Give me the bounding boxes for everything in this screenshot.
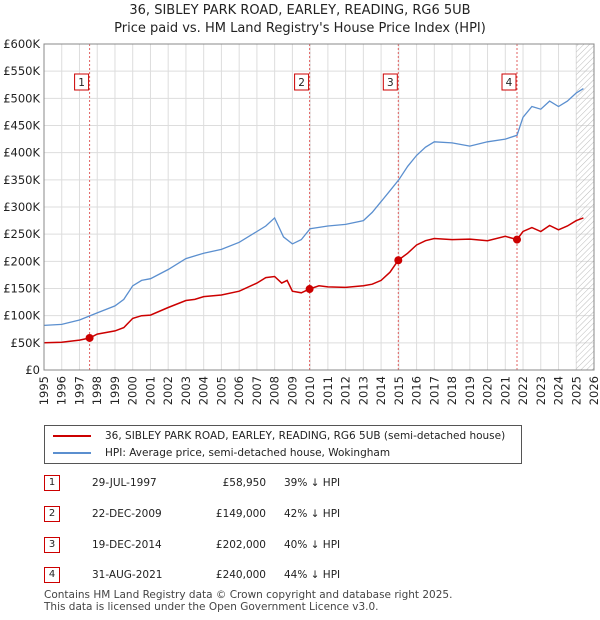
row-number-badge: 1 <box>44 475 60 491</box>
x-tick-label: 2022 <box>516 376 530 405</box>
x-tick-label: 2016 <box>410 376 424 405</box>
y-axis-ticks: £0 £50K £100K £150K £200K £250K £300K £350K £400… <box>3 37 40 377</box>
x-tick-label: 2017 <box>427 376 441 405</box>
table-row: 2 22-DEC-2009 £149,000 42% ↓ HPI <box>0 506 600 524</box>
x-tick-label: 1996 <box>55 376 69 405</box>
x-tick-label: 2018 <box>445 376 459 405</box>
x-tick-label: 2006 <box>232 376 246 405</box>
y-tick-label: £0 <box>25 363 40 377</box>
legend-swatch-hpi <box>53 452 91 454</box>
sale-badge-box <box>294 73 310 91</box>
y-tick-label: £300K <box>3 200 40 214</box>
y-tick-label: £200K <box>3 254 40 268</box>
legend-label-hpi: HPI: Average price, semi-detached house,… <box>105 447 391 459</box>
row-number-badge: 2 <box>44 506 60 522</box>
table-row: 1 29-JUL-1997 £58,950 39% ↓ HPI <box>0 475 600 493</box>
x-tick-label: 1999 <box>108 376 122 405</box>
x-tick-label: 2009 <box>285 376 299 405</box>
grid-lines <box>43 43 595 371</box>
x-tick-label: 2003 <box>179 376 193 405</box>
x-tick-label: 2024 <box>552 376 566 405</box>
x-tick-label: 2008 <box>268 376 282 405</box>
forecast-hatch-area <box>576 44 594 370</box>
chart-title: 36, SIBLEY PARK ROAD, EARLEY, READING, R… <box>129 3 471 18</box>
sale-point <box>85 333 94 342</box>
y-tick-label: £50K <box>11 336 41 350</box>
x-axis-ticks: 1995 1996 1997 1998 1999 2000 2001 2002 2003 2004… <box>37 376 600 405</box>
plot-frame <box>43 43 595 371</box>
chart-subtitle: Price paid vs. HM Land Registry's House … <box>114 21 486 36</box>
sale-badge-label: 3 <box>387 77 394 89</box>
x-tick-label: 2014 <box>374 376 388 405</box>
sale-badge-box <box>74 73 90 91</box>
sale-point <box>305 285 314 294</box>
legend-item-property: 36, SIBLEY PARK ROAD, EARLEY, READING, R… <box>53 428 505 444</box>
sale-point <box>513 235 521 244</box>
x-tick-label: 2000 <box>126 376 140 405</box>
row-hpi-diff: 42% ↓ HPI <box>284 508 341 520</box>
y-tick-label: £500K <box>3 91 40 105</box>
y-tick-label: £100K <box>3 309 40 323</box>
y-tick-label: £350K <box>3 173 40 187</box>
y-tick-label: £600K <box>3 37 40 51</box>
legend-label-property: 36, SIBLEY PARK ROAD, EARLEY, READING, R… <box>105 430 506 442</box>
row-date: 19-DEC-2014 <box>92 539 162 551</box>
row-date: 29-JUL-1997 <box>92 477 157 489</box>
y-tick-label: £450K <box>3 119 40 133</box>
footer-licence: This data is licensed under the Open Gov… <box>44 601 379 613</box>
sale-badge-label: 4 <box>506 77 513 89</box>
x-tick-label: 2023 <box>534 376 548 405</box>
sale-badge-box <box>501 73 517 91</box>
legend-swatch-property <box>53 435 91 437</box>
y-tick-label: £550K <box>3 64 40 78</box>
x-tick-label: 2013 <box>356 376 370 405</box>
x-tick-label: 2025 <box>569 376 583 405</box>
y-tick-label: £250K <box>3 227 40 241</box>
legend-item-hpi: HPI: Average price, semi-detached house,… <box>53 445 390 461</box>
table-row: 4 31-AUG-2021 £240,000 44% ↓ HPI <box>0 567 600 585</box>
sale-points <box>85 235 521 342</box>
x-tick-label: 2012 <box>339 376 353 405</box>
x-tick-label: 1997 <box>72 376 86 405</box>
x-tick-label: 2026 <box>587 376 600 405</box>
table-row: 3 19-DEC-2014 £202,000 40% ↓ HPI <box>0 537 600 555</box>
row-price: £58,950 <box>222 477 266 489</box>
x-tick-label: 2007 <box>250 376 264 405</box>
row-hpi-diff: 44% ↓ HPI <box>284 569 341 581</box>
row-hpi-diff: 39% ↓ HPI <box>284 477 341 489</box>
y-tick-label: £400K <box>3 146 40 160</box>
row-number-badge: 3 <box>44 537 60 553</box>
x-tick-label: 2001 <box>143 376 157 405</box>
hpi-series-line <box>43 88 584 327</box>
price-chart: 1 2 3 4 £0 £50K £100K £150K £200K £250K £300K £350… <box>3 37 600 405</box>
x-tick-label: 2021 <box>498 376 512 405</box>
x-tick-label: 2002 <box>161 376 175 405</box>
row-number-badge: 4 <box>44 567 60 583</box>
row-hpi-diff: 40% ↓ HPI <box>284 539 341 551</box>
x-tick-label: 2019 <box>463 376 477 405</box>
x-tick-label: 2015 <box>392 376 406 405</box>
sale-badge-box <box>382 73 398 91</box>
row-price: £202,000 <box>215 539 266 551</box>
chart-legend: 36, SIBLEY PARK ROAD, EARLEY, READING, R… <box>44 425 522 464</box>
sale-badges: 1 2 3 4 <box>74 73 517 91</box>
y-tick-label: £150K <box>3 282 40 296</box>
x-tick-label: 2010 <box>303 376 317 405</box>
sale-point <box>394 256 403 265</box>
row-date: 22-DEC-2009 <box>92 508 162 520</box>
x-tick-label: 2011 <box>321 376 335 405</box>
row-date: 31-AUG-2021 <box>92 569 163 581</box>
row-price: £240,000 <box>215 569 266 581</box>
property-series-line <box>43 217 584 344</box>
x-tick-label: 2005 <box>214 376 228 405</box>
footer-copyright: Contains HM Land Registry data © Crown c… <box>44 589 453 601</box>
row-price: £149,000 <box>215 508 266 520</box>
x-tick-label: 2020 <box>481 376 495 405</box>
x-tick-label: 1998 <box>90 376 104 405</box>
x-tick-label: 2004 <box>197 376 211 405</box>
sale-badge-label: 1 <box>78 77 85 89</box>
x-tick-label: 1995 <box>37 376 51 405</box>
sale-badge-label: 2 <box>298 77 305 89</box>
